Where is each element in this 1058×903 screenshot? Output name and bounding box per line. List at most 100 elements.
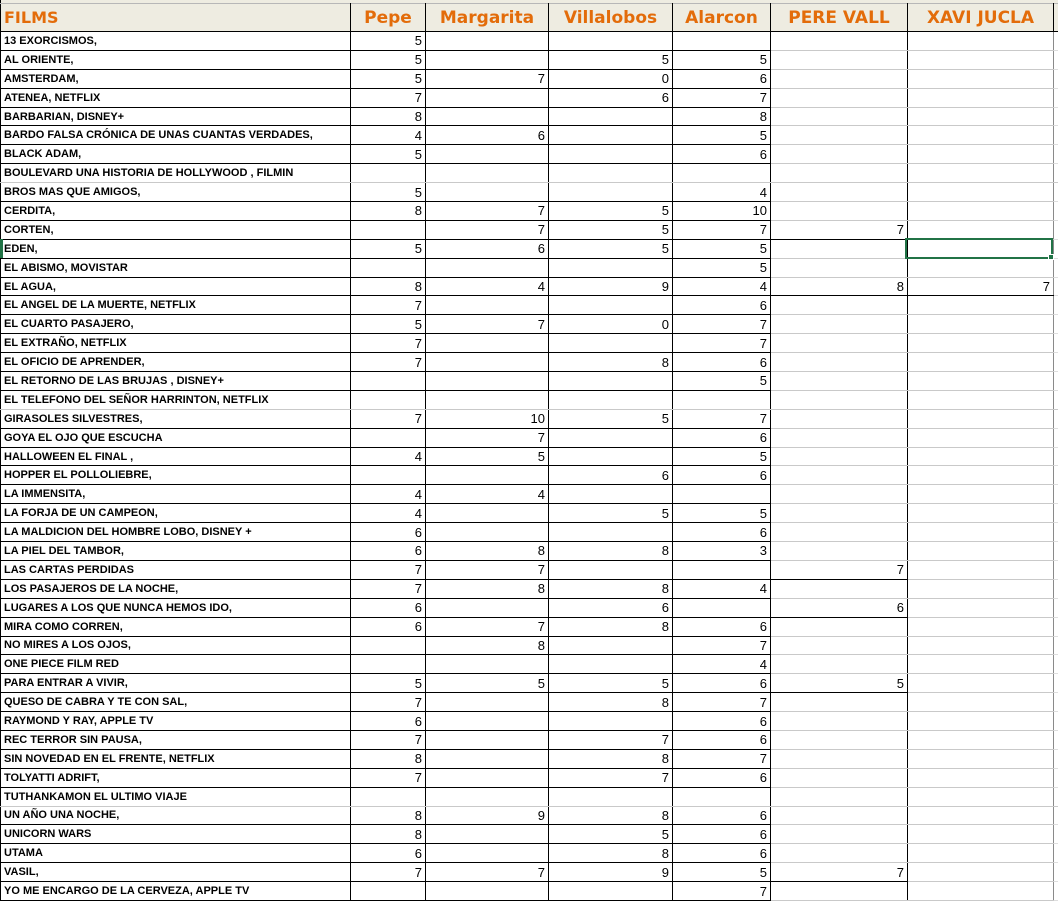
rating-cell-pere-vall[interactable]	[770, 258, 908, 278]
rating-cell-xavi-jucla[interactable]	[907, 862, 1054, 883]
rating-cell-pere-vall[interactable]	[770, 144, 908, 165]
rating-cell-pere-vall[interactable]: 6	[770, 598, 908, 618]
rating-cell-pere-vall[interactable]	[770, 824, 908, 845]
rating-cell-pepe[interactable]: 5	[350, 182, 426, 203]
film-name-cell[interactable]: GIRASOLES SILVESTRES,	[0, 409, 351, 429]
rating-cell-xavi-jucla[interactable]	[907, 31, 1054, 51]
rating-cell-pepe[interactable]	[350, 390, 426, 410]
rating-cell-pere-vall[interactable]	[770, 107, 908, 127]
rating-cell-pere-vall[interactable]	[770, 843, 908, 864]
rating-cell-pepe[interactable]: 7	[350, 730, 426, 750]
rating-cell-xavi-jucla[interactable]	[907, 579, 1054, 599]
rating-cell-margarita[interactable]: 6	[425, 239, 549, 259]
next-column-sliver-cell[interactable]	[1053, 673, 1058, 694]
rating-cell-pere-vall[interactable]	[770, 69, 908, 89]
rating-cell-pepe[interactable]: 8	[350, 749, 426, 769]
rating-cell-xavi-jucla[interactable]	[907, 465, 1054, 486]
rating-cell-pere-vall[interactable]	[770, 636, 908, 656]
rating-cell-xavi-jucla[interactable]	[907, 295, 1054, 316]
rating-cell-xavi-jucla[interactable]	[907, 843, 1054, 864]
rating-cell-villalobos[interactable]: 7	[548, 768, 673, 788]
rating-cell-pepe[interactable]: 6	[350, 617, 426, 637]
rating-cell-pere-vall[interactable]	[770, 390, 908, 410]
rating-cell-villalobos[interactable]: 8	[548, 617, 673, 637]
rating-cell-pepe[interactable]: 7	[350, 88, 426, 108]
rating-cell-pepe[interactable]	[350, 220, 426, 240]
rating-cell-villalobos[interactable]: 6	[548, 88, 673, 108]
rating-cell-xavi-jucla[interactable]	[907, 636, 1054, 656]
rating-cell-xavi-jucla[interactable]	[907, 654, 1054, 675]
rating-cell-xavi-jucla[interactable]	[907, 824, 1054, 845]
rating-cell-alarcon[interactable]: 4	[672, 182, 771, 203]
next-column-sliver-cell[interactable]	[1053, 50, 1058, 70]
rating-cell-alarcon[interactable]: 4	[672, 654, 771, 675]
rating-cell-pepe[interactable]: 7	[350, 692, 426, 713]
film-name-cell[interactable]: QUESO DE CABRA Y TE CON SAL,	[0, 692, 351, 713]
rating-cell-margarita[interactable]	[425, 371, 549, 391]
film-name-cell[interactable]: HALLOWEEN EL FINAL ,	[0, 447, 351, 467]
rating-cell-margarita[interactable]	[425, 352, 549, 373]
film-name-cell[interactable]: RAYMOND Y RAY, APPLE TV	[0, 711, 351, 731]
film-name-cell[interactable]: REC TERROR SIN PAUSA,	[0, 730, 351, 750]
rating-cell-villalobos[interactable]: 5	[548, 220, 673, 240]
next-column-sliver-cell[interactable]	[1053, 447, 1058, 467]
rating-cell-alarcon[interactable]: 6	[672, 806, 771, 826]
rating-cell-villalobos[interactable]: 0	[548, 69, 673, 89]
rating-cell-alarcon[interactable]: 7	[672, 749, 771, 769]
rating-cell-villalobos[interactable]: 0	[548, 314, 673, 335]
column-header-pere-vall[interactable]: PERE VALL	[770, 3, 908, 32]
next-column-sliver-cell[interactable]	[1053, 371, 1058, 391]
rating-cell-pere-vall[interactable]	[770, 239, 908, 259]
rating-cell-alarcon[interactable]: 3	[672, 541, 771, 561]
film-name-cell[interactable]: BOULEVARD UNA HISTORIA DE HOLLYWOOD , FI…	[0, 163, 351, 184]
film-name-cell[interactable]: EDEN,	[0, 239, 351, 259]
next-column-sliver-cell[interactable]	[1053, 201, 1058, 221]
rating-cell-margarita[interactable]	[425, 31, 549, 51]
film-name-cell[interactable]: EL TELEFONO DEL SEÑOR HARRINTON, NETFLIX	[0, 390, 351, 410]
column-header-alarcon[interactable]: Alarcon	[672, 3, 771, 32]
rating-cell-villalobos[interactable]: 5	[548, 50, 673, 70]
rating-cell-villalobos[interactable]: 5	[548, 673, 673, 694]
rating-cell-margarita[interactable]: 4	[425, 277, 549, 297]
rating-cell-xavi-jucla[interactable]	[907, 107, 1054, 127]
next-column-sliver-cell[interactable]	[1053, 711, 1058, 731]
rating-cell-alarcon[interactable]: 6	[672, 730, 771, 750]
rating-cell-xavi-jucla[interactable]	[907, 522, 1054, 543]
rating-cell-alarcon[interactable]: 10	[672, 201, 771, 221]
rating-cell-alarcon[interactable]	[672, 598, 771, 618]
rating-cell-pere-vall[interactable]: 5	[770, 673, 908, 694]
next-column-sliver-cell[interactable]	[1053, 579, 1058, 599]
rating-cell-pere-vall[interactable]	[770, 352, 908, 373]
rating-cell-margarita[interactable]	[425, 730, 549, 750]
next-column-sliver-cell[interactable]	[1053, 598, 1058, 618]
rating-cell-xavi-jucla[interactable]	[907, 787, 1054, 807]
rating-cell-pere-vall[interactable]	[770, 881, 908, 901]
next-column-sliver-cell[interactable]	[1053, 806, 1058, 826]
rating-cell-pere-vall[interactable]	[770, 31, 908, 51]
rating-cell-pepe[interactable]	[350, 371, 426, 391]
fill-handle[interactable]	[1048, 254, 1054, 260]
rating-cell-alarcon[interactable]: 7	[672, 409, 771, 429]
rating-cell-xavi-jucla[interactable]	[907, 220, 1054, 240]
rating-cell-margarita[interactable]	[425, 598, 549, 618]
rating-cell-pere-vall[interactable]: 8	[770, 277, 908, 297]
rating-cell-margarita[interactable]	[425, 654, 549, 675]
rating-cell-alarcon[interactable]: 6	[672, 617, 771, 637]
rating-cell-pepe[interactable]	[350, 787, 426, 807]
rating-cell-xavi-jucla[interactable]	[907, 503, 1054, 524]
rating-cell-alarcon[interactable]	[672, 31, 771, 51]
rating-cell-margarita[interactable]	[425, 163, 549, 184]
rating-cell-pepe[interactable]: 6	[350, 843, 426, 864]
film-name-cell[interactable]: BARDO FALSA CRÓNICA DE UNAS CUANTAS VERD…	[0, 125, 351, 146]
rating-cell-alarcon[interactable]: 6	[672, 295, 771, 316]
next-column-sliver-cell[interactable]	[1053, 843, 1058, 864]
next-column-sliver-cell[interactable]	[1053, 730, 1058, 750]
film-name-cell[interactable]: TOLYATTI ADRIFT,	[0, 768, 351, 788]
rating-cell-villalobos[interactable]	[548, 163, 673, 184]
rating-cell-margarita[interactable]	[425, 50, 549, 70]
rating-cell-alarcon[interactable]: 4	[672, 579, 771, 599]
rating-cell-villalobos[interactable]: 5	[548, 409, 673, 429]
rating-cell-xavi-jucla[interactable]	[907, 560, 1054, 580]
rating-cell-alarcon[interactable]	[672, 390, 771, 410]
next-column-sliver-cell[interactable]	[1053, 333, 1058, 354]
